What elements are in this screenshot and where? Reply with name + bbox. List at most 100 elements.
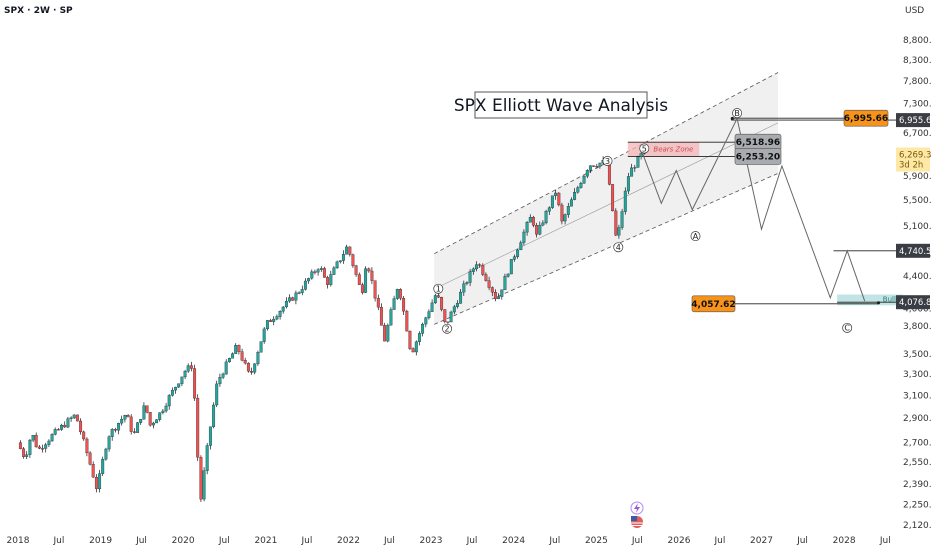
candle-down	[91, 464, 95, 478]
candle-up	[424, 317, 428, 325]
candle-down	[383, 325, 387, 342]
candle-up	[332, 267, 336, 275]
currency-label[interactable]: USD	[905, 6, 924, 16]
candle-up	[174, 386, 178, 391]
candle-up	[550, 195, 554, 208]
candle-up	[120, 418, 124, 424]
level-4740-text: 4,740.55	[899, 247, 932, 257]
countdown-text: 3d 2h	[899, 161, 923, 171]
candle-up	[47, 440, 51, 445]
candle-up	[50, 434, 54, 442]
y-tick-label: 8,800.00	[903, 36, 932, 46]
wave-A-marker	[690, 231, 701, 242]
candle-down	[88, 452, 92, 465]
candle-down	[82, 431, 86, 440]
candle-up	[569, 199, 573, 207]
candle-up	[25, 454, 29, 457]
candle-up	[500, 289, 504, 297]
bears-zone-label: Bears Zone	[653, 146, 693, 154]
annotation-title: SPX Elliott Wave Analysis	[454, 96, 668, 116]
candle-down	[405, 310, 409, 332]
elliott-channel[interactable]	[434, 72, 779, 325]
candle-up	[288, 297, 292, 302]
projection-path[interactable]	[642, 116, 866, 302]
candle-up	[281, 306, 285, 312]
candle-down	[56, 429, 60, 431]
lightning-icon[interactable]	[630, 501, 644, 515]
candle-up	[512, 256, 516, 260]
candle-up	[310, 271, 314, 279]
candle-down	[18, 442, 22, 449]
target-high-callout-box[interactable]	[843, 109, 889, 127]
candle-up	[459, 291, 463, 304]
price-axis[interactable]: 8,800.00 8,300.00 7,800.00 7,300.00 6,700.00…	[903, 36, 932, 531]
x-tick-label: Jul	[548, 536, 560, 546]
candle-up	[417, 333, 421, 342]
candle-down	[79, 420, 83, 433]
level-6253-callout-box[interactable]	[734, 148, 782, 165]
us-flag-icon[interactable]	[631, 516, 643, 528]
target-low-callout-box[interactable]	[691, 295, 736, 313]
candle-down	[22, 448, 26, 457]
projection-line[interactable]	[642, 116, 866, 302]
candle-down	[531, 217, 535, 226]
candle-down	[535, 225, 539, 235]
candle-up	[503, 276, 507, 290]
candle-up	[471, 268, 475, 272]
y-tick-label: 3,500.00	[903, 350, 932, 360]
candle-down	[196, 397, 200, 458]
wave-1-marker	[433, 283, 444, 294]
level-6955-badge	[896, 113, 930, 128]
candle-up	[630, 167, 634, 177]
candle-up	[623, 190, 627, 212]
candle-down	[354, 265, 358, 275]
candle-down	[357, 274, 361, 285]
candle-up	[183, 371, 187, 378]
wave-3-marker	[602, 156, 613, 166]
channel-mid-line[interactable]	[434, 122, 779, 290]
candle-down	[145, 405, 149, 413]
level-6518-callout-text: 6,518.96	[736, 138, 780, 148]
candle-up	[588, 165, 592, 171]
price-callouts[interactable]: 6,995.66 6,518.96 6,253.20 4,057.62	[691, 109, 889, 313]
candle-up	[262, 328, 266, 342]
candle-up	[161, 410, 165, 413]
candle-down	[592, 165, 596, 167]
candle-down	[557, 192, 561, 206]
y-tick-label: 4,000.00	[903, 305, 932, 315]
x-tick-label: 2018	[7, 536, 30, 546]
candle-up	[72, 414, 76, 419]
candle-up	[104, 448, 108, 460]
wave-2-label: 2	[445, 325, 450, 334]
candle-down	[487, 280, 491, 288]
candle-up	[395, 289, 399, 299]
candle-up	[167, 395, 171, 407]
candle-up	[265, 320, 269, 330]
annotation-title-box[interactable]: SPX Elliott Wave Analysis	[454, 91, 668, 119]
candle-up	[208, 426, 212, 446]
horizontal-levels[interactable]	[627, 116, 896, 305]
x-tick-label: Jul	[796, 536, 808, 546]
time-axis[interactable]: 2018 Jul 2019 Jul 2020 Jul 2021 Jul 2022 Jul 2023 J…	[7, 536, 891, 546]
candle-up	[202, 470, 206, 500]
candle-up	[28, 439, 32, 455]
candle-up	[465, 282, 469, 284]
candle-up	[455, 303, 459, 307]
wave-B-label: B	[734, 109, 740, 118]
candle-up	[525, 222, 529, 233]
candle-down	[440, 297, 444, 310]
candle-down	[398, 289, 402, 299]
candle-down	[373, 280, 377, 299]
bulls-zone	[837, 294, 903, 306]
x-tick-label: 2019	[89, 536, 112, 546]
candle-up	[170, 389, 174, 396]
candle-down	[614, 210, 618, 236]
candle-up	[414, 341, 418, 353]
candle-up	[433, 295, 437, 304]
channel-upper-line[interactable]	[434, 72, 779, 255]
symbol-header[interactable]: SPX · 2W · SP	[4, 6, 73, 16]
candle-up	[582, 175, 586, 184]
x-tick-label: 2024	[502, 536, 525, 546]
candle-up	[639, 153, 643, 157]
